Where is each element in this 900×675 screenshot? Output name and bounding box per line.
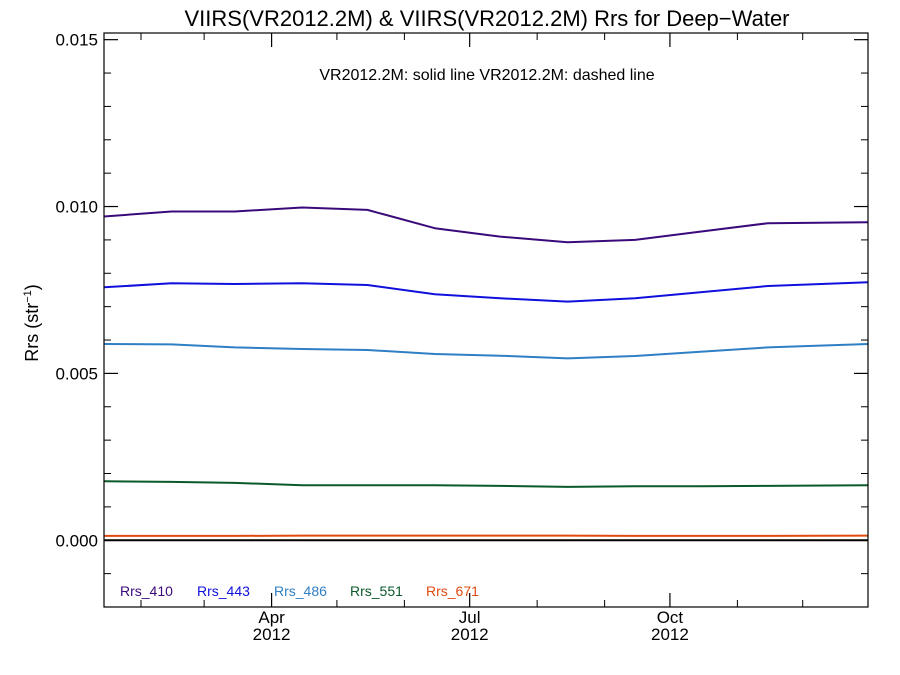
legend-entry-rrs-551: Rrs_551 bbox=[350, 583, 403, 599]
x-tick-label-year: 2012 bbox=[651, 625, 689, 644]
y-axis-label-main: Rrs (str bbox=[22, 303, 42, 362]
y-axis-label-close: ) bbox=[22, 284, 42, 290]
plot-frame bbox=[103, 32, 869, 608]
legend-entry-rrs-486: Rrs_486 bbox=[274, 583, 327, 599]
chart-title: VIIRS(VR2012.2M) & VIIRS(VR2012.2M) Rrs … bbox=[185, 6, 790, 31]
series-line-rrs-551 bbox=[103, 480, 869, 488]
y-axis-label-superscript: −1 bbox=[22, 290, 34, 303]
axes: 0.0000.0050.0100.015Apr2012Jul2012Oct201… bbox=[55, 31, 869, 644]
y-tick-label: 0.000 bbox=[55, 531, 98, 550]
y-tick-label: 0.005 bbox=[55, 364, 98, 383]
series-line-rrs-486 bbox=[103, 343, 869, 360]
y-tick-label: 0.015 bbox=[55, 31, 98, 50]
legend-entry-rrs-410: Rrs_410 bbox=[120, 583, 173, 599]
x-tick-label-year: 2012 bbox=[451, 625, 489, 644]
x-tick-label-year: 2012 bbox=[253, 625, 291, 644]
x-tick-label-month: Apr bbox=[258, 608, 285, 627]
series-line-rrs-410 bbox=[103, 206, 869, 244]
line-style-annotation: VR2012.2M: solid line VR2012.2M: dashed … bbox=[319, 67, 654, 84]
y-tick-label: 0.010 bbox=[55, 198, 98, 217]
legend-entry-rrs-443: Rrs_443 bbox=[197, 583, 250, 599]
x-tick-label-month: Oct bbox=[657, 608, 684, 627]
series-line-rrs-443 bbox=[103, 281, 869, 303]
y-axis-label: Rrs (str−1) bbox=[22, 284, 42, 362]
plot-marks bbox=[103, 206, 869, 542]
legend-entry-rrs-671: Rrs_671 bbox=[426, 583, 479, 599]
x-tick-label-month: Jul bbox=[459, 608, 481, 627]
legend: Rrs_410 Rrs_443 Rrs_486 Rrs_551 Rrs_671 bbox=[120, 583, 479, 599]
